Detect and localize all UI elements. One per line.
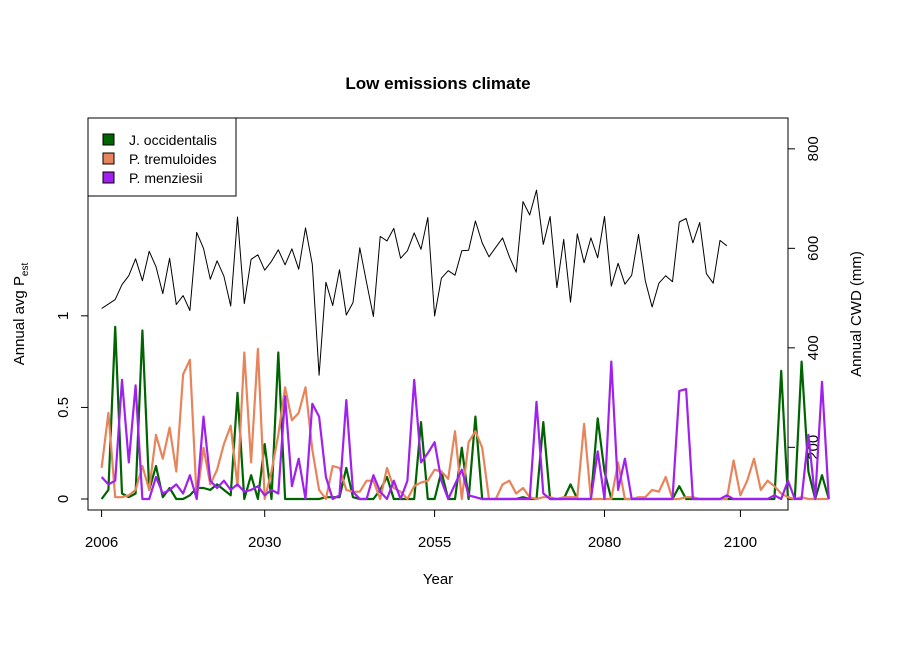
y-axis-left-label-sub: est <box>20 262 31 276</box>
y-axis-left-label: Annual avg Pest <box>11 262 31 365</box>
series-group <box>100 189 830 501</box>
plot-frame <box>87 117 789 511</box>
y-left-tick-label: 0 <box>55 495 72 503</box>
x-tick-label: 2080 <box>588 534 621 551</box>
y-right-tick-label: 400 <box>805 335 822 360</box>
legend-swatch <box>102 171 115 184</box>
y-axis-left: 00.51 <box>55 312 88 503</box>
x-axis-label: Year <box>423 571 453 588</box>
x-tick-label: 2006 <box>85 534 118 551</box>
series-line-3 <box>100 360 830 501</box>
legend-label: P. menziesii <box>129 170 203 186</box>
chart-title: Low emissions climate <box>345 74 530 93</box>
x-tick-label: 2055 <box>418 534 451 551</box>
x-tick-label: 2100 <box>724 534 757 551</box>
y-right-tick-label: 800 <box>805 136 822 161</box>
cwd-line <box>101 189 728 376</box>
y-axis-left-label-main: Annual avg P <box>11 276 28 365</box>
legend-label: J. occidentalis <box>129 132 217 148</box>
y-left-tick-label: 1 <box>55 312 72 320</box>
legend-swatch <box>102 133 115 146</box>
y-right-tick-label: 600 <box>805 236 822 261</box>
x-tick-label: 2030 <box>248 534 281 551</box>
legend-label: P. tremuloides <box>129 151 217 167</box>
legend-swatch <box>102 152 115 165</box>
y-axis-right-label: Annual CWD (mm) <box>848 251 865 377</box>
legend: J. occidentalis P. tremuloides P. menziesi… <box>87 117 237 197</box>
x-axis: 2006 2030 2055 2080 2100 <box>85 510 757 551</box>
y-left-tick-label: 0.5 <box>55 397 72 418</box>
